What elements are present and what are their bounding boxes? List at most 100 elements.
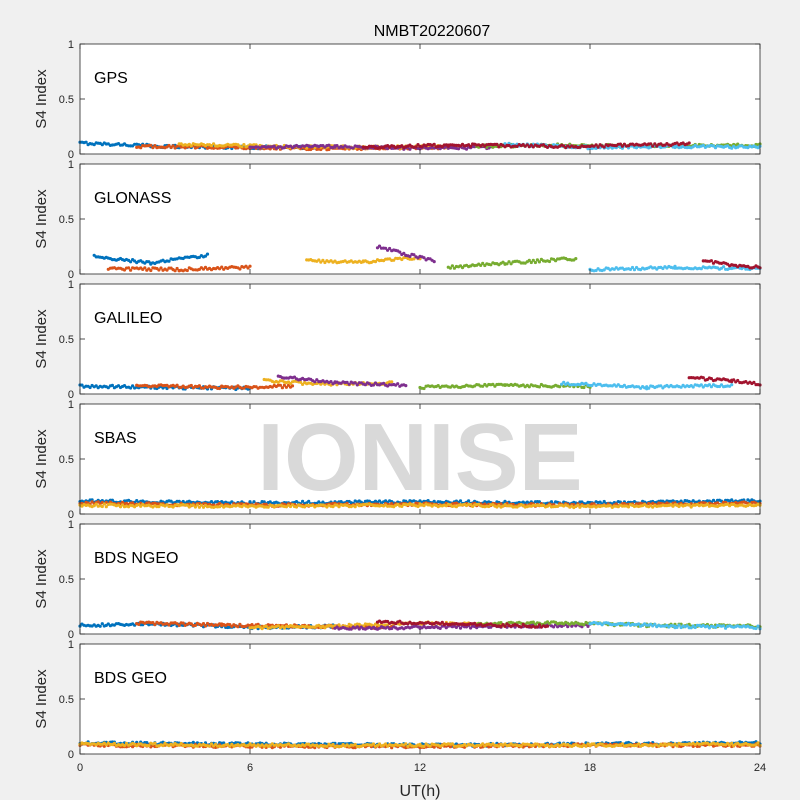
subplot-label: GPS [94, 70, 128, 87]
data-point [382, 381, 386, 385]
data-point [189, 144, 193, 148]
data-point [80, 383, 84, 387]
data-point [307, 499, 311, 503]
data-point [299, 380, 303, 384]
figure-title: NMBT20220607 [374, 23, 491, 40]
data-point [422, 256, 426, 260]
data-point [129, 268, 133, 272]
data-point [122, 268, 127, 272]
data-point [647, 386, 651, 390]
data-point [185, 268, 189, 273]
data-point [679, 499, 683, 503]
y-tick-label: 1 [68, 159, 74, 171]
data-point [175, 383, 179, 387]
data-point [402, 251, 406, 255]
y-tick-label: 1 [68, 639, 74, 651]
data-point [90, 500, 94, 504]
data-point [373, 260, 378, 264]
series-5 [446, 256, 578, 270]
y-tick-label: 0 [68, 749, 74, 761]
data-point [203, 254, 208, 258]
data-point [404, 384, 408, 388]
data-point [290, 384, 295, 388]
data-point [153, 741, 157, 745]
data-point [732, 378, 736, 382]
series-6 [560, 380, 734, 391]
data-point [282, 383, 286, 387]
data-point [659, 384, 663, 388]
data-point [262, 500, 266, 504]
series-7 [687, 375, 762, 387]
data-point [456, 147, 461, 151]
data-point [353, 381, 357, 385]
data-point [707, 383, 712, 387]
data-point [699, 267, 703, 271]
data-point [426, 499, 430, 503]
data-point [175, 266, 179, 271]
data-point [481, 261, 485, 265]
data-point [719, 383, 724, 387]
y-axis-label: S4 Index [33, 669, 50, 729]
data-point [709, 377, 714, 381]
data-point [398, 250, 402, 254]
series-7 [701, 259, 762, 270]
data-point [351, 146, 355, 150]
data-point [143, 266, 147, 270]
data-point [630, 265, 635, 270]
data-point [620, 144, 625, 148]
data-point [709, 385, 714, 389]
data-markers [92, 244, 762, 273]
data-point [467, 499, 471, 503]
data-point [147, 744, 151, 748]
data-point [711, 498, 716, 502]
subplot-label: GLONASS [94, 190, 171, 207]
x-tick-label: 12 [414, 762, 426, 774]
data-point [329, 380, 333, 384]
data-point [529, 260, 533, 265]
data-point [151, 146, 155, 150]
data-point [197, 384, 201, 388]
data-point [432, 260, 436, 264]
data-point [278, 383, 282, 387]
data-point [515, 144, 519, 148]
data-markers [78, 498, 762, 510]
series-6 [588, 264, 762, 273]
data-point [673, 264, 677, 268]
data-point [377, 244, 382, 248]
data-point [212, 142, 216, 146]
data-point [677, 623, 681, 627]
data-point [252, 500, 256, 504]
data-point [687, 141, 691, 145]
data-point [730, 383, 734, 387]
data-point [699, 383, 703, 387]
data-markers [78, 374, 762, 392]
data-point [355, 383, 359, 387]
data-point [709, 259, 714, 263]
data-point [129, 260, 133, 264]
data-point [537, 260, 542, 264]
data-point [596, 145, 600, 149]
y-axis-label: S4 Index [33, 429, 50, 489]
data-point [632, 268, 637, 272]
y-axis-label: S4 Index [33, 189, 50, 249]
data-point [205, 252, 210, 256]
data-point [110, 383, 114, 387]
data-point [537, 500, 542, 504]
y-axis-label: S4 Index [33, 309, 50, 369]
series-4 [276, 374, 408, 388]
data-point [412, 253, 416, 257]
data-point [159, 266, 163, 270]
data-point [98, 624, 102, 628]
data-point [209, 144, 214, 148]
data-point [507, 260, 511, 264]
data-point [377, 499, 382, 503]
data-point [736, 378, 740, 383]
data-point [730, 498, 734, 502]
data-point [558, 385, 562, 389]
data-point [582, 385, 586, 390]
data-point [628, 267, 633, 271]
data-point [432, 499, 436, 503]
data-point [396, 382, 400, 386]
y-tick-label: 0.5 [59, 454, 74, 466]
